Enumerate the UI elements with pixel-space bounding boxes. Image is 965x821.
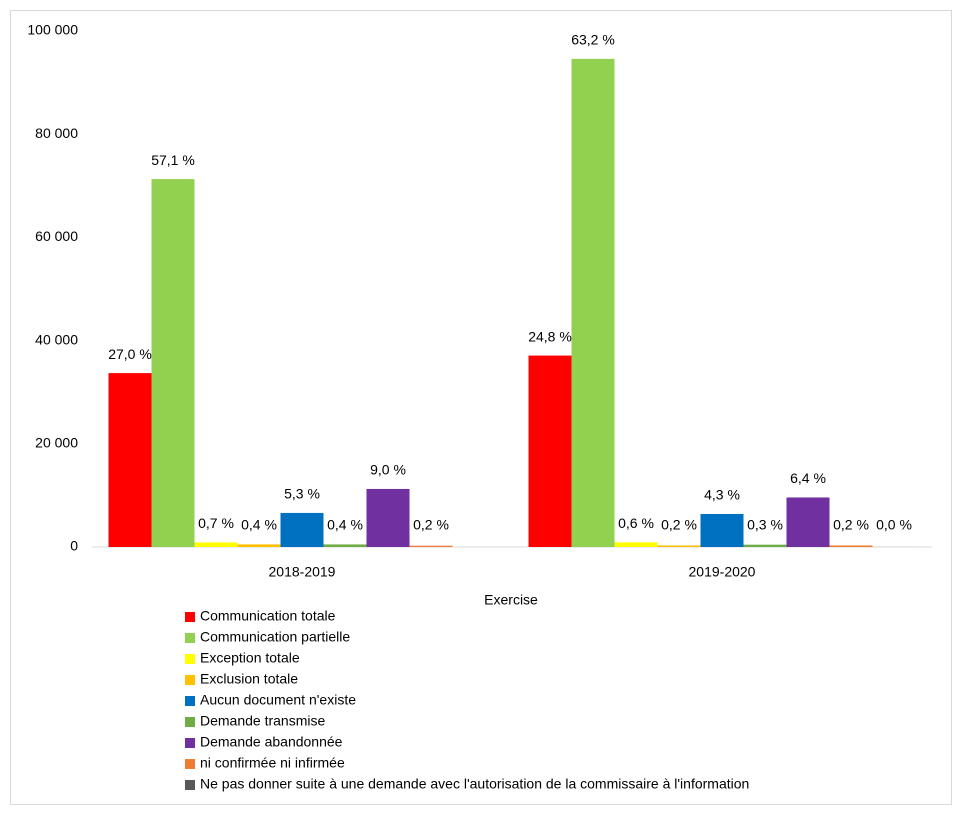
bar <box>280 512 324 547</box>
legend-label: Exclusion totale <box>200 671 298 687</box>
data-label: 0,2 % <box>413 517 449 533</box>
data-label: 9,0 % <box>370 462 406 478</box>
bar <box>743 544 787 547</box>
data-label: 0,4 % <box>327 517 363 533</box>
legend-label: Demande transmise <box>200 713 325 729</box>
data-label: 0,3 % <box>747 517 783 533</box>
bar <box>657 545 701 547</box>
legend-swatch <box>185 717 195 727</box>
y-tick-label: 20 000 <box>35 435 78 451</box>
bar <box>786 497 830 547</box>
legend-label: Aucun document n'existe <box>200 692 356 708</box>
y-tick-label: 0 <box>70 538 78 554</box>
legend-label: Ne pas donner suite à une demande avec l… <box>200 776 749 792</box>
y-tick-label: 40 000 <box>35 331 78 347</box>
legend-swatch <box>185 675 195 685</box>
legend-label: Exception totale <box>200 650 300 666</box>
legend-label: ni confirmée ni infirmée <box>200 755 345 771</box>
legend-label: Communication totale <box>200 608 336 624</box>
bar <box>700 513 744 547</box>
bar <box>829 545 873 547</box>
bar <box>366 488 410 547</box>
bar <box>194 542 238 547</box>
bar <box>108 373 152 547</box>
data-label: 0,6 % <box>618 515 654 531</box>
x-axis-title: Exercise <box>484 592 538 608</box>
bar <box>237 544 281 547</box>
legend-swatch <box>185 780 195 790</box>
bar <box>151 179 195 548</box>
data-label: 0,4 % <box>241 517 277 533</box>
data-label: 63,2 % <box>571 32 615 48</box>
data-label: 0,0 % <box>876 517 912 533</box>
legend-swatch <box>185 738 195 748</box>
data-label: 0,2 % <box>661 517 697 533</box>
bar <box>571 58 615 547</box>
legend-swatch <box>185 633 195 643</box>
y-tick-label: 80 000 <box>35 125 78 141</box>
legend-label: Communication partielle <box>200 629 350 645</box>
data-label: 5,3 % <box>284 486 320 502</box>
data-label: 6,4 % <box>790 470 826 486</box>
legend-swatch <box>185 654 195 664</box>
legend-swatch <box>185 759 195 769</box>
data-label: 24,8 % <box>528 328 572 344</box>
data-label: 4,3 % <box>704 487 740 503</box>
data-label: 0,2 % <box>833 517 869 533</box>
y-tick-label: 100 000 <box>27 22 78 38</box>
bar <box>614 542 658 547</box>
data-label: 27,0 % <box>108 346 152 362</box>
bar <box>323 544 367 547</box>
y-tick-label: 60 000 <box>35 228 78 244</box>
x-tick-label: 2018-2019 <box>269 564 336 580</box>
bar <box>528 355 572 547</box>
data-label: 0,7 % <box>198 515 234 531</box>
data-label: 57,1 % <box>151 152 195 168</box>
legend-swatch <box>185 696 195 706</box>
x-tick-label: 2019-2020 <box>689 564 756 580</box>
bar <box>409 545 453 547</box>
legend-swatch <box>185 612 195 622</box>
legend-label: Demande abandonnée <box>200 734 343 750</box>
